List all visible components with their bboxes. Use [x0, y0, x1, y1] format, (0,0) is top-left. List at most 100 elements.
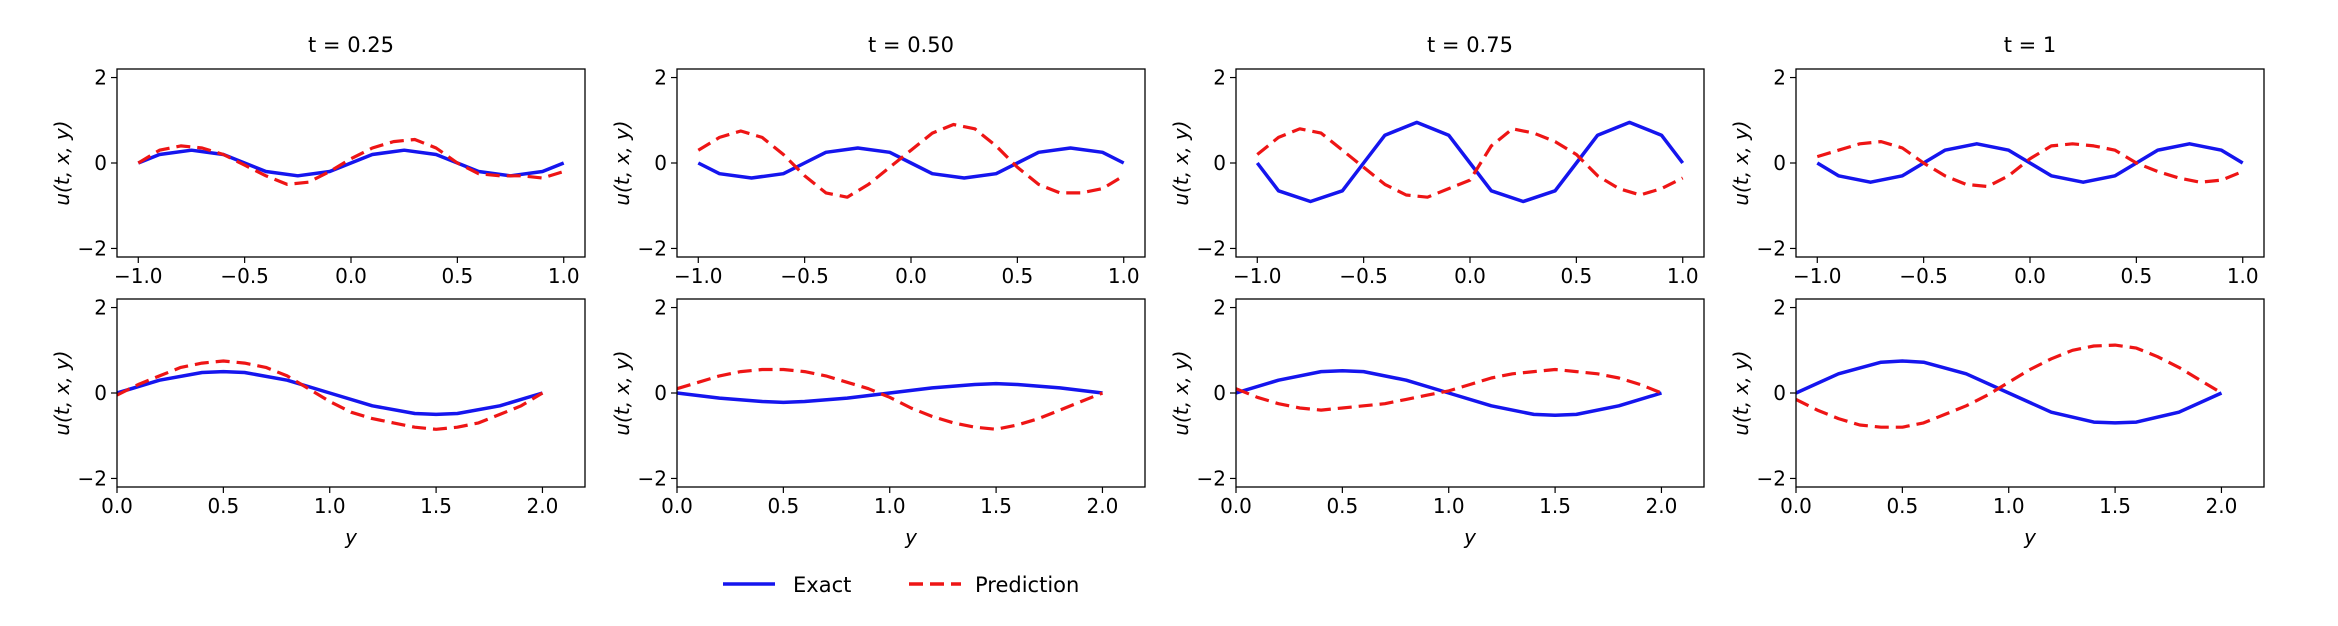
subplot-8: 0.0 0.5 1.0 1.5 2.0 −2 0 2 u(t, x, y) y — [1729, 296, 2265, 549]
y-axis-label: u(t, x, y) — [610, 120, 634, 205]
x-tick-label: 0.5 — [1001, 264, 1033, 288]
y-tick-label: −2 — [1197, 466, 1226, 490]
x-tick-label: −1.0 — [1793, 264, 1842, 288]
y-tick-label: 0 — [1213, 381, 1226, 405]
legend-prediction-label: Prediction — [975, 573, 1079, 597]
y-axis-label: u(t, x, y) — [1729, 120, 1753, 205]
x-tick-label: 1.5 — [1539, 494, 1571, 518]
x-tick-label: 0.5 — [767, 494, 799, 518]
exact-line — [1796, 359, 2223, 425]
y-tick-label: −2 — [1757, 236, 1786, 260]
y-tick-label: 2 — [654, 296, 667, 320]
x-tick-label: 1.0 — [314, 494, 346, 518]
exact-line — [677, 381, 1103, 405]
x-tick-label: 2.0 — [1087, 494, 1119, 518]
x-tick-label: 2.0 — [2206, 494, 2238, 518]
subplot-4: −1.0 −0.5 0.0 0.5 1.0 −2 0 2 u(t, x, y) t = 1 — [1729, 33, 2265, 288]
y-tick-label: 0 — [1773, 151, 1786, 175]
x-tick-label: 1.5 — [420, 494, 452, 518]
x-tick-label: 0.0 — [1220, 494, 1252, 518]
y-axis-label: u(t, x, y) — [50, 350, 74, 435]
prediction-line — [117, 359, 544, 431]
x-tick-label: 0.5 — [1886, 494, 1918, 518]
y-tick-label: 0 — [1773, 381, 1786, 405]
x-tick-label: 1.0 — [2227, 264, 2259, 288]
x-tick-label: 0.0 — [101, 494, 133, 518]
y-axis-label: u(t, x, y) — [50, 120, 74, 205]
x-tick-label: 1.0 — [1433, 494, 1465, 518]
x-axis-label: y — [1463, 525, 1477, 549]
y-tick-label: −2 — [638, 466, 667, 490]
y-tick-label: 2 — [94, 296, 107, 320]
legend-exact-label: Exact — [793, 573, 851, 597]
prediction-line — [1256, 127, 1684, 199]
x-tick-label: 0.5 — [1560, 264, 1592, 288]
exact-line — [1236, 369, 1663, 417]
y-tick-label: 0 — [1213, 151, 1226, 175]
prediction-line — [1816, 140, 2244, 189]
subplot-grid: −1.0 −0.5 0.0 0.5 1.0 −2 0 2 u(t, x, y) t = 0.25 −… — [50, 33, 2265, 549]
x-tick-label: 1.5 — [980, 494, 1012, 518]
y-tick-label: 0 — [654, 151, 667, 175]
panel-title: t = 0.50 — [868, 33, 954, 57]
exact-line — [697, 146, 1125, 180]
y-tick-label: 2 — [1773, 66, 1786, 90]
x-tick-label: 0.5 — [1326, 494, 1358, 518]
subplot-5: 0.0 0.5 1.0 1.5 2.0 −2 0 2 u(t, x, y) y — [50, 296, 586, 549]
axes-frame — [676, 298, 1146, 488]
x-tick-label: −0.5 — [780, 264, 829, 288]
prediction-line — [677, 367, 1104, 431]
x-tick-label: 0.0 — [1454, 264, 1486, 288]
x-tick-label: 0.0 — [2014, 264, 2046, 288]
y-tick-label: 0 — [94, 151, 107, 175]
y-tick-label: 2 — [1773, 296, 1786, 320]
prediction-line — [1236, 367, 1663, 412]
exact-line — [1255, 120, 1685, 204]
x-tick-label: 1.0 — [874, 494, 906, 518]
subplot-2: −1.0 −0.5 0.0 0.5 1.0 −2 0 2 u(t, x, y) t = 0.50 — [610, 33, 1146, 288]
x-tick-label: 0.0 — [661, 494, 693, 518]
axes-frame — [116, 298, 586, 488]
y-tick-label: 2 — [654, 66, 667, 90]
x-axis-label: y — [344, 525, 358, 549]
y-axis-label: u(t, x, y) — [1729, 350, 1753, 435]
y-tick-label: −2 — [1757, 466, 1786, 490]
axes-frame — [1235, 298, 1705, 488]
x-tick-label: 0.0 — [335, 264, 367, 288]
x-tick-label: −1.0 — [114, 264, 163, 288]
panel-title: t = 1 — [2004, 33, 2057, 57]
y-tick-label: −2 — [1197, 236, 1226, 260]
panel-title: t = 0.75 — [1427, 33, 1513, 57]
x-tick-label: 1.0 — [1993, 494, 2025, 518]
y-axis-label: u(t, x, y) — [1169, 120, 1193, 205]
x-tick-label: 1.0 — [548, 264, 580, 288]
subplot-6: 0.0 0.5 1.0 1.5 2.0 −2 0 2 u(t, x, y) y — [610, 296, 1146, 549]
subplot-7: 0.0 0.5 1.0 1.5 2.0 −2 0 2 u(t, x, y) y — [1169, 296, 1705, 549]
x-tick-label: −1.0 — [1233, 264, 1282, 288]
y-axis-label: u(t, x, y) — [610, 350, 634, 435]
prediction-line — [1796, 343, 2223, 429]
panel-title: t = 0.25 — [308, 33, 394, 57]
x-axis-label: y — [2023, 525, 2037, 549]
x-tick-label: −0.5 — [1339, 264, 1388, 288]
x-tick-label: 1.0 — [1108, 264, 1140, 288]
exact-line — [137, 148, 565, 178]
x-tick-label: 0.0 — [895, 264, 927, 288]
y-tick-label: 0 — [94, 381, 107, 405]
prediction-line — [137, 137, 565, 186]
x-tick-label: 0.5 — [207, 494, 239, 518]
y-tick-label: −2 — [78, 236, 107, 260]
x-tick-label: 1.0 — [1667, 264, 1699, 288]
axes-frame — [1795, 298, 2265, 488]
subplot-3: −1.0 −0.5 0.0 0.5 1.0 −2 0 2 u(t, x, y) t = 0.75 — [1169, 33, 1705, 288]
exact-line — [1816, 142, 2244, 184]
y-tick-label: 2 — [1213, 296, 1226, 320]
x-tick-label: 2.0 — [527, 494, 559, 518]
x-tick-label: −1.0 — [674, 264, 723, 288]
y-tick-label: 2 — [94, 66, 107, 90]
x-tick-label: 0.5 — [441, 264, 473, 288]
prediction-line — [697, 122, 1125, 199]
subplot-1: −1.0 −0.5 0.0 0.5 1.0 −2 0 2 u(t, x, y) t = 0.25 — [50, 33, 586, 288]
x-tick-label: 2.0 — [1646, 494, 1678, 518]
